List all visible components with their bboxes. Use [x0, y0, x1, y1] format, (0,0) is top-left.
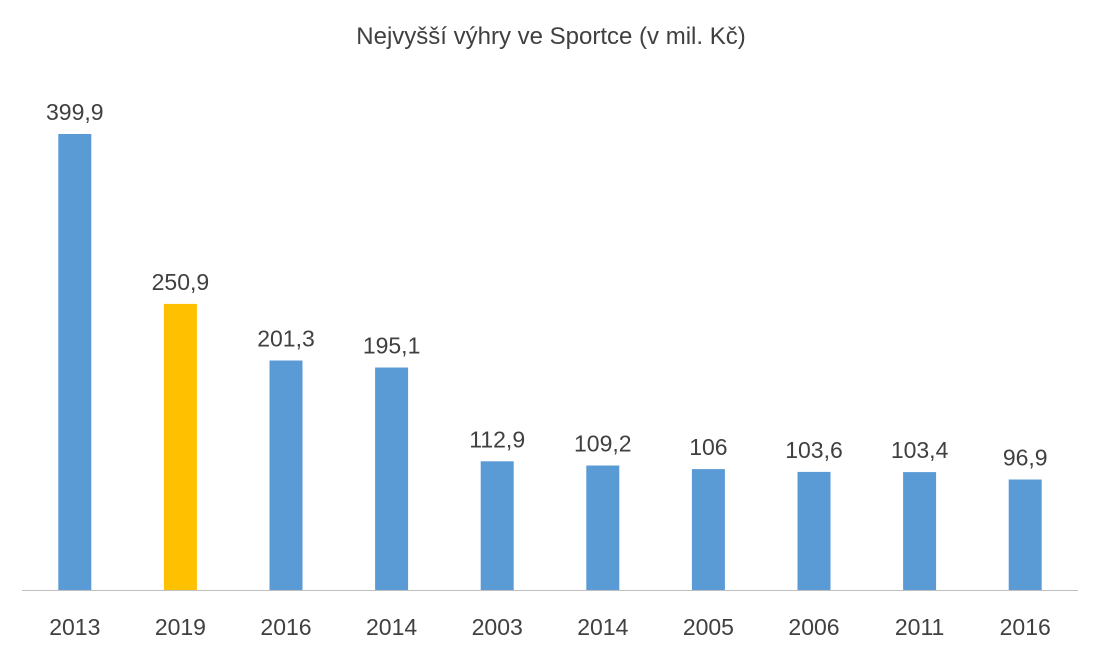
chart-title: Nejvyšší výhry ve Sportce (v mil. Kč) [356, 23, 745, 50]
bar-2013-0 [58, 134, 92, 590]
bar-2003-4 [480, 461, 514, 590]
value-label-5: 109,2 [574, 431, 632, 457]
value-label-8: 103,4 [891, 437, 949, 463]
x-tick-label-7: 2006 [788, 614, 839, 640]
value-label-7: 103,6 [785, 437, 843, 463]
x-tick-label-4: 2003 [472, 614, 523, 640]
bar-2006-7 [797, 471, 831, 590]
x-tick-label-0: 2013 [49, 614, 100, 640]
x-tick-label-2: 2016 [260, 614, 311, 640]
x-tick-label-5: 2014 [577, 614, 628, 640]
x-tick-label-6: 2005 [683, 614, 734, 640]
bar-2019-1 [163, 303, 197, 590]
value-labels-group: 399,9 250,9 201,3 195,1 112,9 109,2 106 103,6 10… [46, 99, 1048, 471]
x-tick-label-3: 2014 [366, 614, 417, 640]
bar-2014-5 [586, 465, 620, 590]
x-tick-label-1: 2019 [155, 614, 206, 640]
value-label-4: 112,9 [469, 426, 525, 452]
bar-2005-6 [691, 469, 725, 590]
bar-2011-8 [903, 472, 937, 590]
value-label-1: 250,9 [152, 269, 210, 295]
bar-2016-9 [1008, 479, 1042, 590]
value-label-6: 106 [689, 434, 727, 460]
bar-2016-2 [269, 360, 303, 590]
value-label-3: 195,1 [363, 333, 421, 359]
x-tick-labels-group: 2013 2019 2016 2014 2003 2014 2005 2006 2011 2016 [49, 614, 1051, 640]
value-label-0: 399,9 [46, 99, 104, 125]
value-label-2: 201,3 [257, 326, 315, 352]
x-tick-label-9: 2016 [1000, 614, 1051, 640]
value-label-9: 96,9 [1003, 445, 1048, 471]
bars-group [58, 134, 1042, 590]
x-tick-label-8: 2011 [895, 614, 944, 640]
bar-2014-3 [375, 367, 409, 590]
